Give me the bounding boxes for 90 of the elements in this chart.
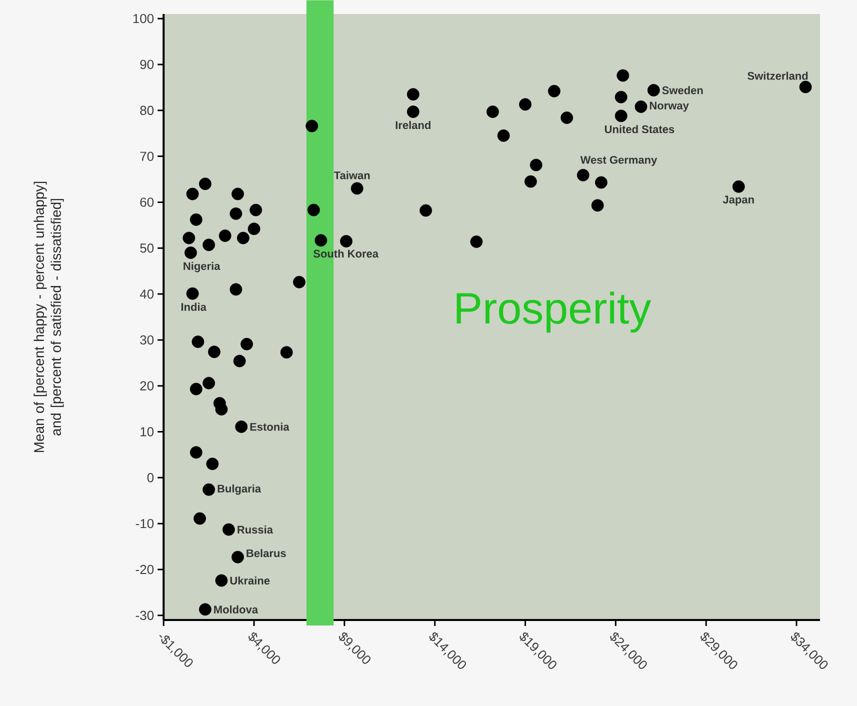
point <box>186 287 199 300</box>
point <box>530 158 542 172</box>
point <box>350 182 364 195</box>
point <box>186 188 199 200</box>
y-tick-label: 90 <box>140 60 154 70</box>
y-tick-label: 70 <box>140 152 154 161</box>
point <box>314 234 328 247</box>
annotation: Bulgaria <box>218 484 262 495</box>
point <box>202 483 216 496</box>
point <box>420 204 432 217</box>
y-tick-label: -20 <box>136 564 154 574</box>
annotation: Japan <box>722 196 754 206</box>
point <box>194 512 206 525</box>
annotation: West Germany <box>580 156 658 166</box>
point <box>232 550 244 564</box>
y-tick-label: 30 <box>140 335 154 345</box>
annotation: Sweden <box>662 86 703 94</box>
annotation: Ukraine <box>230 576 270 585</box>
point <box>230 283 242 296</box>
point <box>232 188 244 200</box>
point <box>616 69 630 82</box>
point <box>306 120 318 132</box>
point <box>182 232 196 244</box>
point <box>732 180 745 193</box>
y-tick-label: 20 <box>140 381 154 390</box>
point <box>190 382 202 396</box>
y-tick-label: 100 <box>133 14 154 24</box>
point <box>486 106 499 118</box>
point <box>591 199 604 212</box>
point <box>576 168 590 182</box>
y-tick-label: -30 <box>136 610 154 620</box>
point <box>215 574 228 587</box>
point <box>208 346 220 358</box>
point <box>190 213 202 226</box>
point <box>595 176 608 189</box>
point <box>293 276 306 288</box>
point <box>248 222 260 236</box>
point <box>524 175 537 188</box>
point <box>799 80 812 94</box>
point <box>202 376 216 390</box>
point <box>519 98 532 111</box>
point <box>240 338 253 350</box>
y-tick-label: 40 <box>140 289 154 299</box>
point <box>560 112 574 124</box>
point <box>614 110 628 122</box>
point <box>497 129 510 142</box>
annotation: Nigeria <box>184 262 220 272</box>
point <box>206 458 219 470</box>
annotation: Moldova <box>214 605 258 614</box>
point <box>614 90 628 104</box>
point <box>250 204 262 216</box>
point <box>192 336 204 348</box>
point <box>634 100 648 113</box>
annotation: Ireland <box>396 120 430 130</box>
annotation: Switzerland <box>748 72 808 80</box>
y-tick-label: 80 <box>140 106 154 115</box>
point <box>199 603 212 616</box>
point <box>235 420 248 433</box>
annotation: Taiwan <box>334 171 370 180</box>
annotation: Russia <box>238 526 274 534</box>
y-tick-label: 0 <box>147 473 154 482</box>
annotation: India <box>181 302 206 311</box>
annotation: Belarus <box>246 549 286 558</box>
point <box>280 346 293 359</box>
point <box>233 354 246 368</box>
point <box>236 232 250 244</box>
point <box>230 207 242 220</box>
annotation: United States <box>604 125 674 134</box>
y-axis-title: Mean of [percent happy - percent unhappy] and [percent of satisfied - dissatisfied] <box>34 182 64 452</box>
point <box>548 84 560 98</box>
point <box>184 246 197 259</box>
y-tick-label: 10 <box>140 427 154 436</box>
point <box>215 403 228 416</box>
point <box>406 106 420 118</box>
point <box>470 235 483 248</box>
point <box>406 88 420 101</box>
point <box>202 238 216 252</box>
point <box>307 204 320 216</box>
point <box>647 84 660 96</box>
point <box>222 523 235 536</box>
point <box>218 230 232 242</box>
annotation: Estonia <box>250 422 290 431</box>
point <box>340 235 352 248</box>
point <box>190 446 202 459</box>
y-tick-label: 60 <box>140 198 154 207</box>
annotation: Prosperity <box>456 292 652 333</box>
point <box>199 178 212 190</box>
y-tick-label: 50 <box>140 244 154 253</box>
annotation: Norway <box>650 102 689 112</box>
y-tick-label: -10 <box>136 518 154 528</box>
